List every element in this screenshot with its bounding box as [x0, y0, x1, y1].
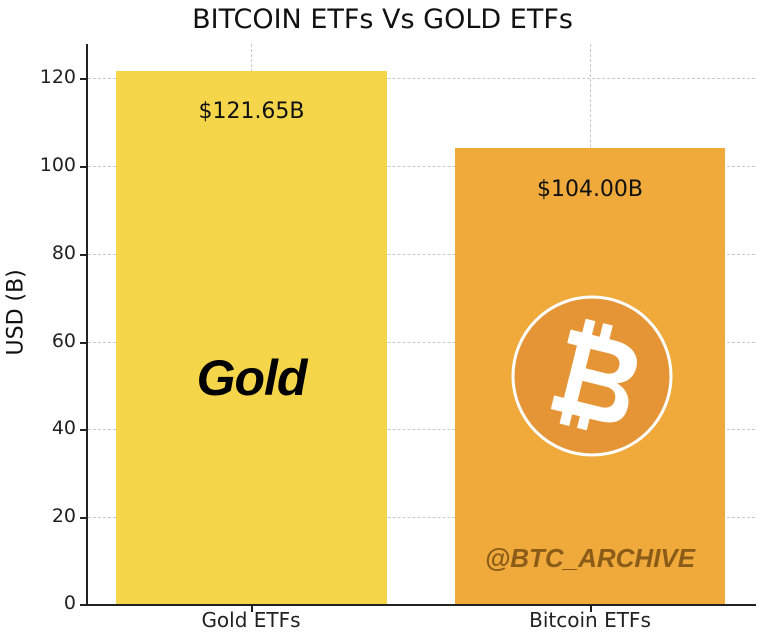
- y-tick: [80, 342, 86, 344]
- x-tick: [251, 606, 253, 612]
- bar-value-label: $104.00B: [536, 177, 644, 202]
- gridline-40: [88, 429, 755, 430]
- gold-logo: Gold: [196, 350, 308, 406]
- y-tick-label: 0: [63, 592, 76, 614]
- gridline-20: [88, 517, 755, 518]
- y-tick-label: 20: [51, 505, 76, 527]
- bar-gold-etfs: $121.65B Gold: [116, 71, 387, 605]
- y-tick: [80, 254, 86, 256]
- y-tick: [80, 604, 86, 606]
- y-axis-label: USD (B): [3, 269, 29, 356]
- y-tick-label: 60: [51, 330, 76, 352]
- y-tick-label: 40: [51, 417, 76, 439]
- x-tick-label-bitcoin: Bitcoin ETFs: [529, 608, 651, 632]
- y-tick-label: 100: [39, 154, 76, 176]
- y-axis: [86, 44, 88, 606]
- gridline-60: [88, 342, 755, 343]
- gridline-80: [88, 254, 755, 255]
- y-tick-label: 120: [39, 66, 76, 88]
- chart-title: BITCOIN ETFs Vs GOLD ETFs: [192, 4, 573, 35]
- gridline-120: [88, 78, 755, 79]
- y-tick-label: 80: [51, 242, 76, 264]
- bar-bitcoin-etfs: $104.00B @BTC_ARCHIVE: [455, 148, 725, 605]
- y-tick: [80, 429, 86, 431]
- x-axis: [86, 604, 756, 606]
- y-tick: [80, 517, 86, 519]
- bar-value-label: $121.65B: [198, 99, 305, 124]
- x-tick: [590, 606, 592, 612]
- bitcoin-logo-icon: [511, 295, 673, 457]
- y-tick: [80, 166, 86, 168]
- y-tick: [80, 78, 86, 80]
- watermark-text: @BTC_ARCHIVE: [484, 543, 696, 573]
- gridline-100: [88, 166, 755, 167]
- x-tick-label-gold: Gold ETFs: [201, 608, 301, 632]
